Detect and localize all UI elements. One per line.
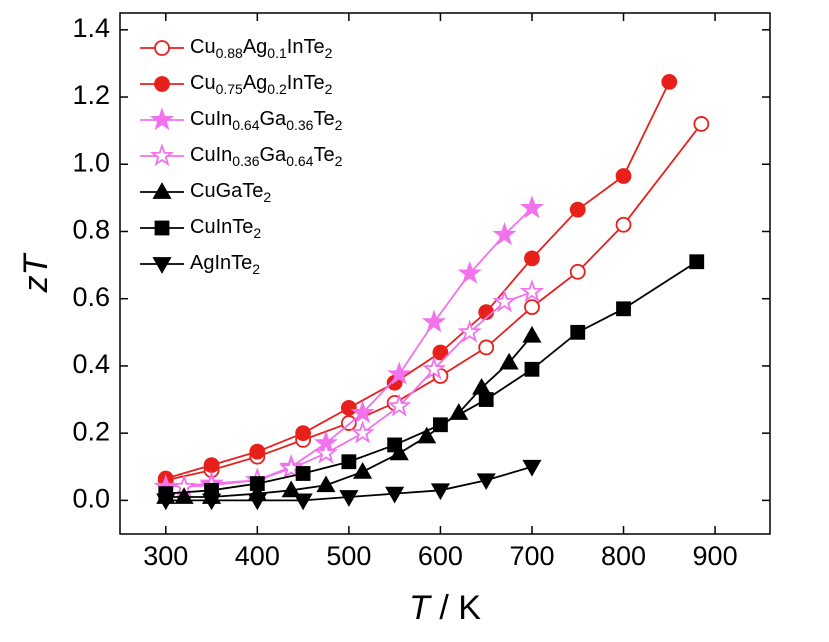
data-point [522, 325, 542, 343]
data-point [569, 263, 586, 280]
legend-marker [152, 257, 172, 274]
legend-text: AgInTe2 [190, 252, 260, 276]
x-tick-label: 600 [418, 541, 463, 571]
data-point [247, 493, 267, 511]
series-line [165, 260, 698, 495]
legend-text: CuIn0.64Ga0.36Te2 [190, 108, 343, 132]
y-tick-label: 1.0 [72, 147, 110, 177]
legend-marker [154, 40, 170, 56]
data-point [389, 443, 409, 461]
data-point [387, 437, 403, 453]
x-tick-label: 800 [601, 541, 646, 571]
data-point [313, 440, 339, 464]
legend-marker [149, 143, 175, 167]
data-point [476, 473, 496, 491]
data-point [524, 250, 540, 267]
data-point [281, 480, 301, 498]
legend-marker [149, 107, 175, 131]
legend-text: Cu0.88Ag0.1InTe2 [190, 36, 333, 60]
x-tick-label: 300 [143, 541, 188, 571]
series [158, 254, 705, 502]
data-point [499, 352, 519, 370]
data-point [661, 74, 678, 90]
data-point [689, 254, 705, 270]
data-point [492, 289, 517, 313]
y-tick-label: 0.2 [72, 416, 110, 446]
y-axis-label: zT [17, 252, 55, 293]
data-point [387, 361, 412, 385]
data-point [316, 475, 336, 493]
data-point [457, 260, 482, 284]
series-line [165, 123, 703, 482]
y-tick-label: 0.4 [72, 349, 110, 379]
y-tick-label: 1.2 [72, 80, 110, 110]
series-line [165, 81, 671, 480]
data-point [457, 319, 482, 343]
data-point [524, 299, 540, 316]
data-point [432, 344, 449, 361]
data-point [293, 493, 313, 511]
plot-frame [119, 12, 771, 535]
series-line [165, 207, 533, 488]
data-point [524, 361, 540, 377]
data-point [339, 490, 359, 507]
data-point [615, 216, 632, 233]
data-point [156, 493, 176, 511]
data-point [478, 339, 495, 356]
data-point [616, 301, 631, 317]
y-tick-label: 1.4 [72, 13, 110, 43]
legend-text: CuInTe2 [190, 216, 261, 240]
data-point [430, 483, 450, 501]
y-tick-label: 0.8 [72, 215, 110, 245]
data-point [249, 476, 265, 491]
data-point [201, 493, 222, 511]
y-tick-label: 0.0 [72, 484, 110, 514]
series [157, 74, 678, 487]
data-point [295, 466, 311, 481]
data-point [340, 400, 357, 416]
data-point [519, 195, 545, 219]
data-point [421, 309, 447, 333]
data-point [569, 201, 586, 218]
data-point [249, 443, 266, 460]
x-tick-label: 900 [693, 541, 738, 571]
data-point [492, 222, 517, 246]
data-point [341, 454, 357, 470]
data-point [421, 356, 447, 380]
legend-text: Cu0.75Ag0.2InTe2 [190, 72, 333, 96]
legend-marker [154, 220, 170, 236]
data-point [433, 417, 448, 433]
data-point [522, 459, 542, 477]
legend-text: CuGaTe2 [190, 180, 271, 204]
data-point [693, 116, 710, 132]
data-point [279, 455, 304, 479]
series [156, 459, 542, 511]
y-tick-label: 0.6 [72, 282, 110, 312]
legend-text: CuIn0.36Ga0.64Te2 [190, 144, 343, 168]
data-point [385, 486, 405, 504]
legend-marker [152, 182, 172, 199]
data-point [387, 393, 412, 417]
data-point [478, 392, 494, 407]
data-point [203, 457, 220, 473]
x-tick-label: 400 [235, 541, 280, 571]
data-point [295, 425, 311, 442]
data-point [519, 279, 545, 303]
legend-marker [154, 76, 170, 92]
x-tick-label: 500 [326, 541, 371, 571]
data-point [353, 462, 373, 479]
data-point [615, 168, 632, 184]
x-tick-label: 700 [509, 541, 554, 571]
data-point [350, 400, 375, 424]
data-point [350, 420, 375, 444]
data-point [417, 426, 437, 444]
x-axis-label: T / K [409, 589, 481, 627]
data-point [570, 324, 586, 340]
